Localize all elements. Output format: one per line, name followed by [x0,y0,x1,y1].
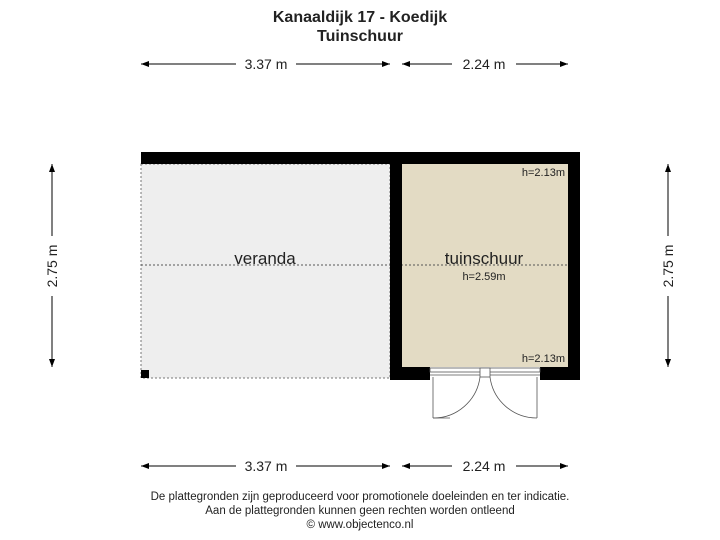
dimension-right: 2.75 m [660,164,676,367]
dimension-label: 2.75 m [660,245,676,288]
ceiling-height-center: h=2.59m [462,271,505,283]
dimension-top-right: 2.24 m [402,56,568,72]
plan-title: Kanaaldijk 17 - Koedijk [273,9,447,26]
dimension-bottom-left: 3.37 m [141,458,390,474]
walls [141,152,580,380]
dimension-left: 2.75 m [44,164,60,367]
dimension-label: 2.75 m [44,245,60,288]
dimension-label: 3.37 m [245,56,288,72]
veranda-area [140,163,391,379]
room-label-tuinschuur: tuinschuur [445,249,524,268]
dimension-label: 2.24 m [463,458,506,474]
dimension-bottom-right: 2.24 m [402,458,568,474]
plan-subtitle: Tuinschuur [317,28,403,45]
room-label-veranda: veranda [234,249,296,268]
disclaimer-line-1: De plattegronden zijn geproduceerd voor … [151,491,570,503]
dimension-label: 3.37 m [245,458,288,474]
ceiling-height-top: h=2.13m [522,167,565,179]
dimension-top-left: 3.37 m [141,56,390,72]
dimension-label: 2.24 m [463,56,506,72]
copyright: © www.objectenco.nl [307,519,414,531]
ceiling-height-bottom: h=2.13m [522,353,565,365]
disclaimer-line-2: Aan de plattegronden kunnen geen rechten… [205,505,514,517]
double-door [429,367,541,419]
